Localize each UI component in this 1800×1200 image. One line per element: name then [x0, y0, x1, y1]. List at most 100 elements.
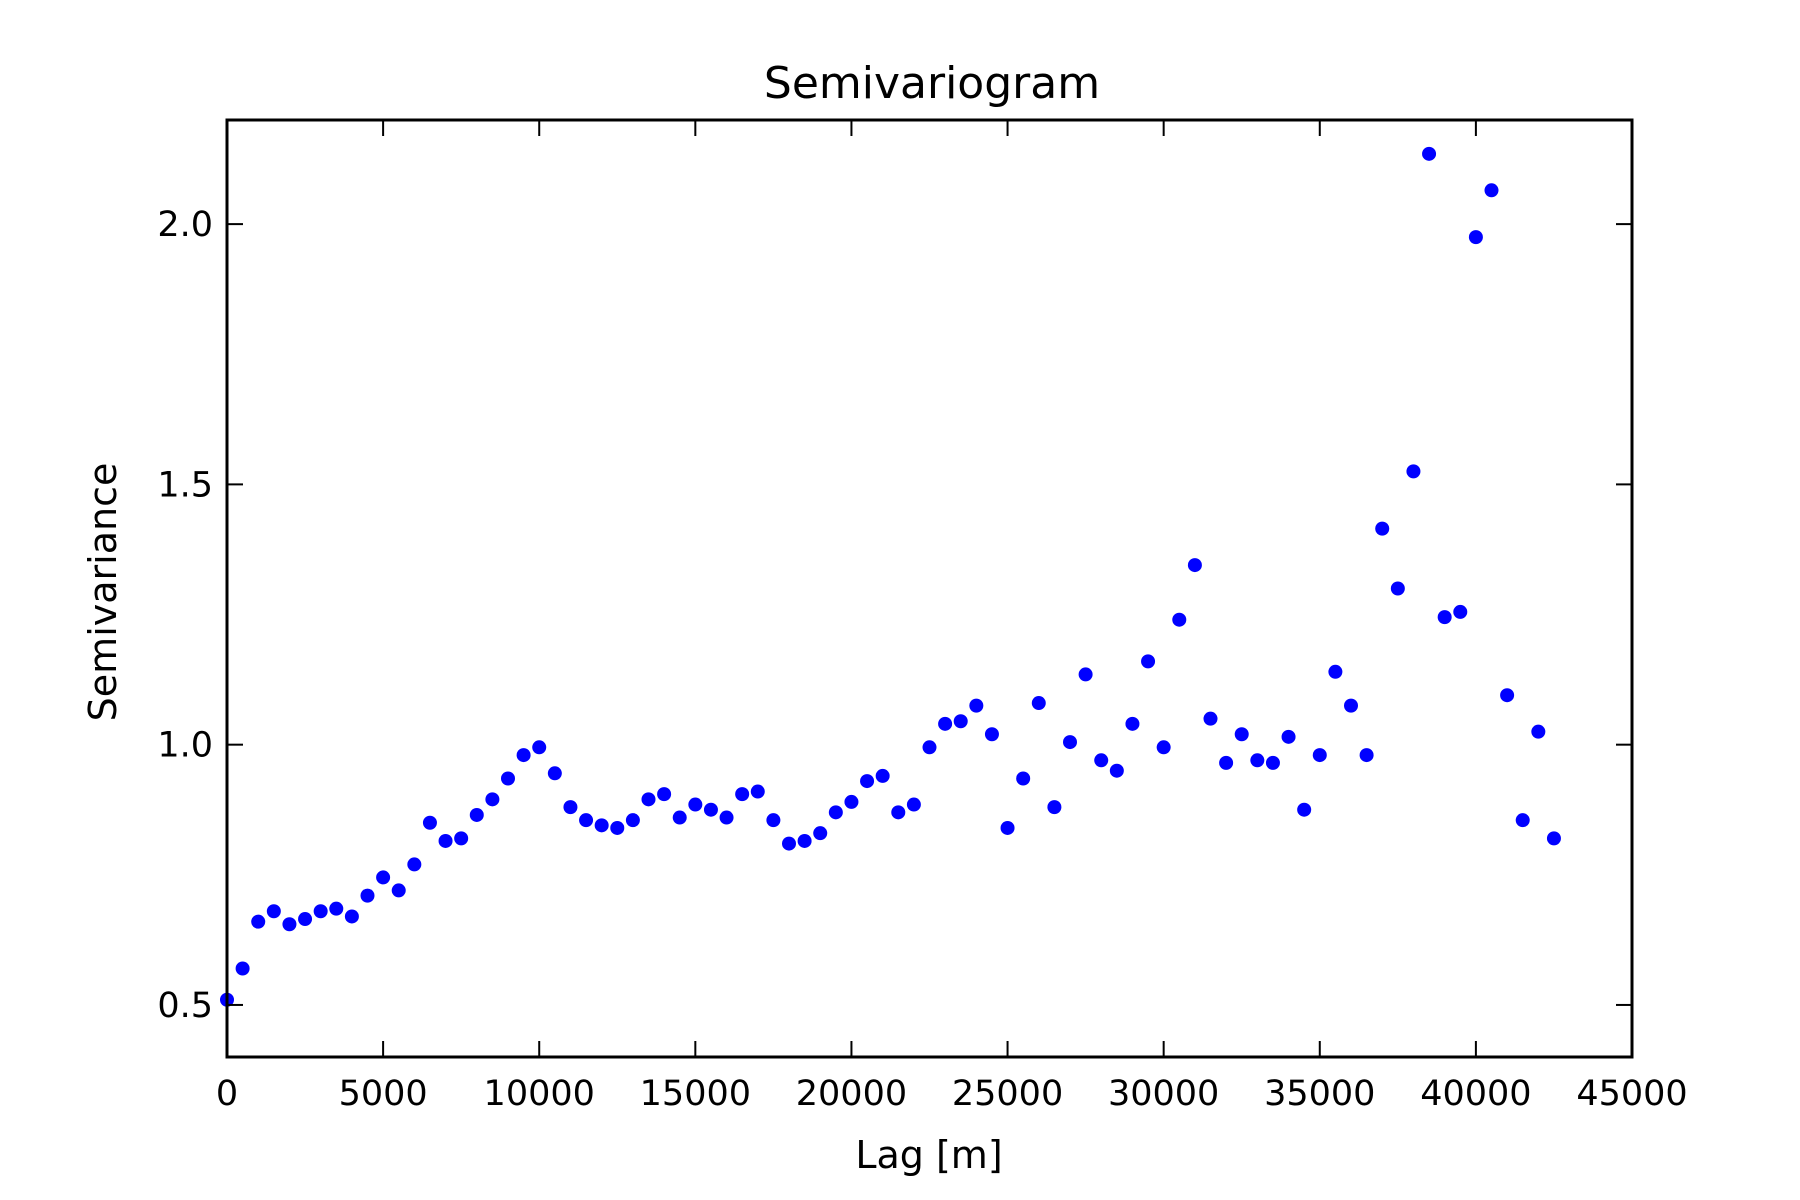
data-point	[1406, 464, 1421, 479]
data-point	[875, 768, 890, 783]
data-point	[1359, 748, 1374, 763]
data-point	[610, 820, 625, 835]
data-point	[1453, 604, 1468, 619]
data-point	[657, 787, 672, 802]
data-point	[1422, 146, 1437, 161]
data-point	[1094, 753, 1109, 768]
data-point	[516, 748, 531, 763]
data-point	[766, 813, 781, 828]
data-point	[688, 797, 703, 812]
data-point	[1000, 820, 1015, 835]
data-point	[1531, 724, 1546, 739]
data-point	[1250, 753, 1265, 768]
data-point	[969, 698, 984, 713]
x-tick-label: 35000	[1264, 1074, 1375, 1114]
data-point	[703, 802, 718, 817]
data-point	[1047, 800, 1062, 815]
data-point	[1156, 740, 1171, 755]
data-point	[1484, 183, 1499, 198]
x-tick-label: 40000	[1420, 1074, 1531, 1114]
data-point	[1344, 698, 1358, 713]
data-point	[579, 813, 594, 828]
data-point	[1468, 230, 1483, 245]
data-point	[797, 833, 812, 848]
plot-frame	[225, 118, 1634, 1059]
data-point	[625, 813, 640, 828]
data-point	[641, 792, 656, 807]
data-point	[266, 904, 281, 919]
data-point	[1297, 802, 1312, 817]
data-point	[438, 833, 453, 848]
points-layer	[220, 146, 1561, 1007]
ticks-layer: 0 5000 10000 15000 20000 25000 30000 35000 40000…	[157, 120, 1688, 1114]
data-point	[719, 810, 734, 825]
x-axis-label: Lag [m]	[855, 1133, 1002, 1177]
data-point	[750, 784, 765, 799]
chart-title: Semivariogram	[764, 58, 1100, 109]
x-tick-label: 30000	[1108, 1074, 1219, 1114]
data-point	[906, 797, 921, 812]
data-point	[532, 740, 547, 755]
data-point	[298, 912, 313, 927]
data-point	[782, 836, 796, 851]
data-point	[501, 771, 515, 786]
data-point	[1328, 664, 1343, 679]
data-point	[1219, 755, 1234, 770]
data-point	[485, 792, 500, 807]
data-point	[313, 904, 328, 919]
y-axis-label: Semivariance	[81, 463, 125, 722]
x-tick-label: 10000	[484, 1074, 595, 1114]
data-point	[828, 805, 843, 820]
x-tick-label: 5000	[339, 1074, 428, 1114]
data-point	[1265, 755, 1280, 770]
data-point	[891, 805, 906, 820]
data-point	[1063, 735, 1077, 750]
data-point	[1187, 558, 1202, 573]
data-point	[1437, 610, 1452, 625]
data-point	[1125, 716, 1140, 731]
data-point	[251, 914, 266, 929]
data-point	[329, 901, 344, 916]
data-point	[1390, 581, 1405, 596]
data-point	[235, 961, 250, 976]
data-point	[984, 727, 999, 742]
data-point	[422, 815, 437, 830]
data-point	[735, 787, 750, 802]
y-tick-label: 2.0	[157, 205, 213, 245]
data-point	[813, 826, 828, 841]
x-tick-label: 45000	[1576, 1074, 1687, 1114]
data-point	[672, 810, 687, 825]
data-point	[563, 800, 578, 815]
data-point	[344, 909, 359, 924]
data-point	[1500, 688, 1515, 703]
data-point	[860, 774, 875, 789]
data-point	[844, 794, 859, 809]
data-point	[1312, 748, 1327, 763]
x-tick-label: 20000	[796, 1074, 907, 1114]
data-point	[1234, 727, 1249, 742]
data-point	[469, 807, 484, 822]
data-point	[376, 870, 391, 885]
y-tick-label: 1.0	[157, 726, 213, 766]
data-point	[922, 740, 937, 755]
x-tick-label: 25000	[952, 1074, 1063, 1114]
data-point	[1109, 763, 1124, 778]
data-point	[594, 818, 609, 833]
data-point	[1375, 521, 1390, 536]
y-tick-label: 1.5	[157, 465, 213, 505]
data-point	[454, 831, 469, 846]
data-point	[1016, 771, 1031, 786]
data-point	[547, 766, 562, 781]
data-point	[938, 716, 953, 731]
data-point	[1172, 612, 1187, 627]
data-point	[953, 714, 968, 729]
data-point	[1546, 831, 1561, 846]
data-point	[1203, 711, 1218, 726]
data-point	[391, 883, 406, 898]
data-point	[1031, 696, 1046, 711]
x-tick-label: 0	[216, 1074, 238, 1114]
data-point	[282, 917, 297, 932]
data-point	[407, 857, 422, 872]
data-point	[1141, 654, 1156, 669]
